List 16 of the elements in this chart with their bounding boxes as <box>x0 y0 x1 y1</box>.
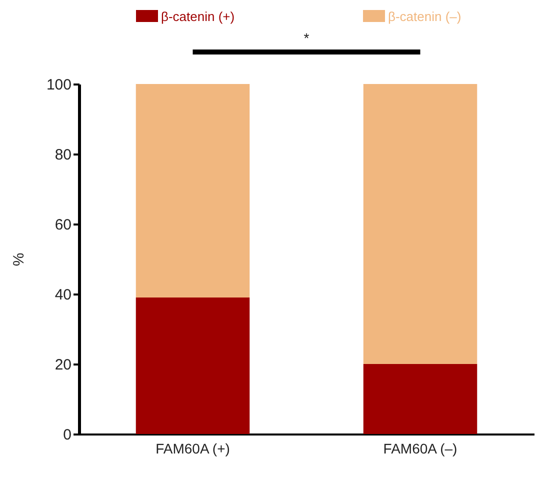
y-tick-label: 0 <box>63 426 72 444</box>
x-tick-label: FAM60A (+) <box>156 440 230 456</box>
legend-label: β-catenin (–) <box>388 9 462 24</box>
y-axis-title: % <box>10 252 28 266</box>
bar <box>363 84 478 364</box>
bar <box>136 298 250 434</box>
bar <box>363 364 478 434</box>
y-tick-label: 40 <box>54 286 72 304</box>
y-tick-label: 20 <box>54 356 72 374</box>
y-tick-label: 80 <box>54 146 72 164</box>
legend-label: β-catenin (+) <box>161 9 235 24</box>
y-tick-label: 60 <box>54 216 72 234</box>
y-tick-label: 100 <box>46 76 72 94</box>
text: * <box>304 30 310 46</box>
x-tick-label: FAM60A (–) <box>383 440 458 456</box>
bar <box>136 84 250 298</box>
